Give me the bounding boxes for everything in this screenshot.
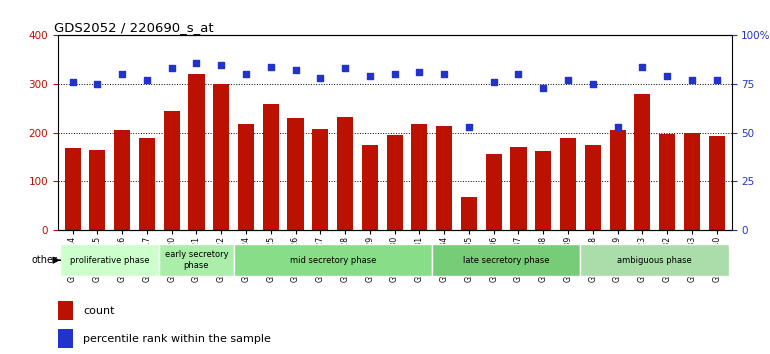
Text: proliferative phase: proliferative phase xyxy=(70,256,149,265)
Text: early secretory
phase: early secretory phase xyxy=(165,251,228,270)
Bar xyxy=(238,124,254,230)
Point xyxy=(611,124,624,130)
Bar xyxy=(684,133,700,230)
Point xyxy=(686,77,698,83)
Bar xyxy=(486,154,502,230)
Point xyxy=(239,72,252,77)
Bar xyxy=(610,130,625,230)
Point xyxy=(265,64,277,69)
Bar xyxy=(114,130,130,230)
Bar xyxy=(313,129,328,230)
Bar xyxy=(511,147,527,230)
Text: ambiguous phase: ambiguous phase xyxy=(618,256,692,265)
Point xyxy=(661,73,673,79)
Bar xyxy=(58,302,72,320)
Point xyxy=(290,68,302,73)
Point xyxy=(636,64,648,69)
Bar xyxy=(584,145,601,230)
Bar xyxy=(60,244,159,276)
Bar xyxy=(432,244,581,276)
Bar xyxy=(659,134,675,230)
Bar xyxy=(461,197,477,230)
Bar xyxy=(634,94,651,230)
Point xyxy=(388,72,400,77)
Point xyxy=(314,75,326,81)
Point xyxy=(141,77,153,83)
Bar xyxy=(581,244,729,276)
Bar xyxy=(287,118,303,230)
Point xyxy=(487,79,500,85)
Bar xyxy=(708,136,725,230)
Point xyxy=(215,62,227,67)
Bar xyxy=(362,145,378,230)
Bar xyxy=(560,138,576,230)
Point xyxy=(438,72,450,77)
Text: count: count xyxy=(83,306,115,316)
Bar xyxy=(139,138,155,230)
Bar xyxy=(337,117,353,230)
Point xyxy=(562,77,574,83)
Point xyxy=(363,73,376,79)
Bar xyxy=(189,74,205,230)
Point xyxy=(190,60,203,65)
Bar xyxy=(65,148,81,230)
Bar xyxy=(535,151,551,230)
Text: late secretory phase: late secretory phase xyxy=(463,256,549,265)
Text: other: other xyxy=(32,255,57,265)
Bar xyxy=(411,124,427,230)
Text: percentile rank within the sample: percentile rank within the sample xyxy=(83,334,271,344)
Point xyxy=(512,72,524,77)
Bar xyxy=(58,330,72,348)
Point xyxy=(537,85,550,91)
Bar xyxy=(263,103,279,230)
Text: mid secretory phase: mid secretory phase xyxy=(290,256,376,265)
Point xyxy=(413,69,426,75)
Point xyxy=(91,81,103,87)
Bar xyxy=(164,111,179,230)
Bar xyxy=(387,135,403,230)
Bar xyxy=(233,244,432,276)
Point xyxy=(116,72,129,77)
Point xyxy=(339,65,351,71)
Point xyxy=(166,65,178,71)
Point xyxy=(463,124,475,130)
Bar xyxy=(436,126,452,230)
Bar xyxy=(213,84,229,230)
Bar xyxy=(89,150,105,230)
Point xyxy=(711,77,723,83)
Point xyxy=(587,81,599,87)
Point xyxy=(66,79,79,85)
Text: GDS2052 / 220690_s_at: GDS2052 / 220690_s_at xyxy=(55,21,214,34)
Bar xyxy=(159,244,233,276)
